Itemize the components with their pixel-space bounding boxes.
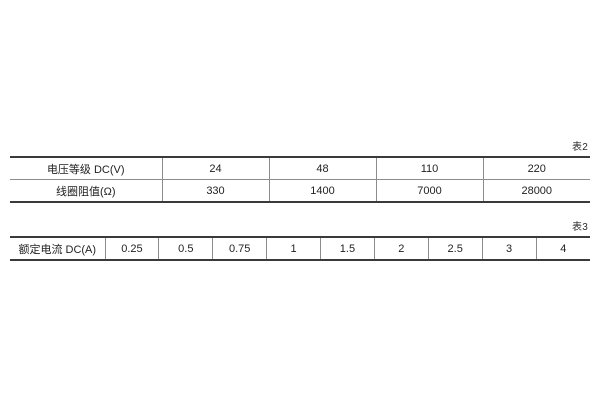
cell-voltage-220: 220 <box>482 157 590 180</box>
table-row: 额定电流 DC(A) 0.25 0.5 0.75 1 1.5 2 2.5 3 4 <box>10 237 590 260</box>
table-row: 线圈阻值(Ω) 330 1400 7000 28000 <box>10 179 590 202</box>
row-label-coil-resistance: 线圈阻值(Ω) <box>10 179 163 202</box>
table-block-voltage-resistance: 表2 电压等级 DC(V) 24 48 110 220 线圈阻值(Ω) <box>10 141 590 203</box>
table-row: 电压等级 DC(V) 24 48 110 220 <box>10 157 590 180</box>
cell-resistance-1400: 1400 <box>268 179 377 202</box>
cell-current-1: 1 <box>266 237 322 260</box>
cell-voltage-110: 110 <box>375 157 484 180</box>
row-label-voltage-level: 电压等级 DC(V) <box>10 157 163 180</box>
cell-current-0-5: 0.5 <box>158 237 214 260</box>
cell-resistance-7000: 7000 <box>375 179 484 202</box>
cell-resistance-330: 330 <box>161 179 270 202</box>
cell-voltage-48: 48 <box>268 157 377 180</box>
cell-current-0-75: 0.75 <box>212 237 268 260</box>
cell-resistance-28000: 28000 <box>482 179 590 202</box>
cell-current-4: 4 <box>535 237 590 260</box>
cell-current-3: 3 <box>481 237 537 260</box>
cell-current-0-25: 0.25 <box>104 237 160 260</box>
rated-current-table: 额定电流 DC(A) 0.25 0.5 0.75 1 1.5 2 2.5 3 4 <box>10 236 590 261</box>
table-block-rated-current: 表3 额定电流 DC(A) 0.25 0.5 0.75 1 1.5 2 2.5 <box>10 221 590 261</box>
cell-current-1-5: 1.5 <box>320 237 375 260</box>
table-caption-2: 表2 <box>572 142 588 153</box>
cell-voltage-24: 24 <box>161 157 270 180</box>
table-caption-3: 表3 <box>572 222 588 233</box>
row-label-rated-current: 额定电流 DC(A) <box>10 237 106 260</box>
cell-current-2-5: 2.5 <box>427 237 483 260</box>
voltage-resistance-table: 电压等级 DC(V) 24 48 110 220 线圈阻值(Ω) 330 140… <box>10 156 590 203</box>
cell-current-2: 2 <box>373 237 429 260</box>
